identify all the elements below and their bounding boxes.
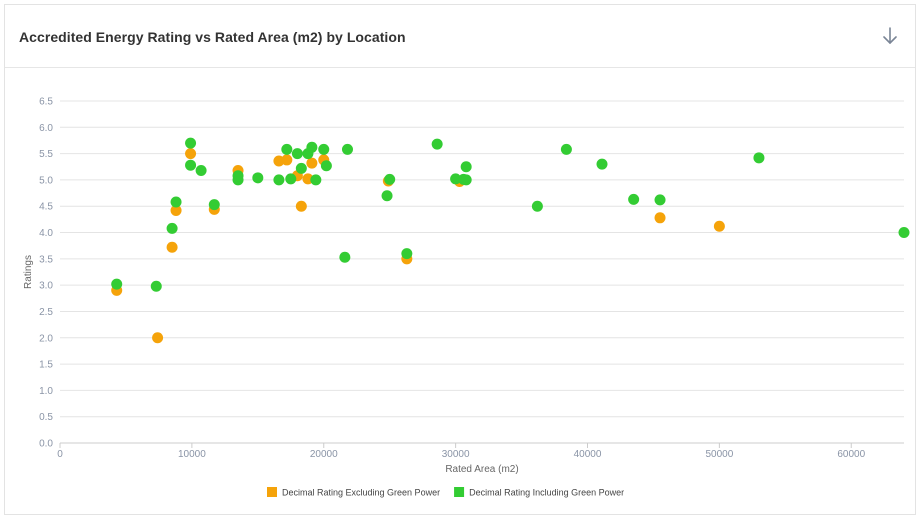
- legend-item-1: Decimal Rating Excluding Green Power: [267, 487, 440, 498]
- data-point: [166, 241, 178, 253]
- data-point: [285, 173, 297, 185]
- y-tick-label: 3.0: [39, 281, 53, 292]
- legend: Decimal Rating Excluding Green Power Deci…: [267, 487, 624, 498]
- data-point: [306, 141, 318, 153]
- data-point: [531, 200, 543, 212]
- legend-swatch: [267, 487, 277, 497]
- grid-lines: [59, 100, 904, 448]
- x-axis-ticks: 0 10000 20000 30000 40000 50000 60000: [57, 449, 865, 460]
- data-point: [295, 162, 307, 174]
- data-point: [753, 152, 765, 164]
- data-point: [273, 174, 285, 186]
- data-point: [401, 248, 413, 260]
- y-tick-label: 5.0: [39, 175, 53, 186]
- data-point: [166, 222, 178, 234]
- x-tick-label: 10000: [178, 449, 206, 460]
- y-tick-label: 0.5: [39, 412, 53, 423]
- x-tick-label: 20000: [310, 449, 338, 460]
- y-tick-label: 1.0: [39, 386, 53, 397]
- data-point: [170, 196, 182, 208]
- data-point: [431, 138, 443, 150]
- x-tick-label: 30000: [442, 449, 470, 460]
- card-header: Accredited Energy Rating vs Rated Area (…: [5, 5, 915, 68]
- chart-title: Accredited Energy Rating vs Rated Area (…: [19, 29, 406, 45]
- data-point: [306, 157, 318, 169]
- data-point: [185, 148, 197, 160]
- data-point: [341, 143, 353, 155]
- y-axis-ticks: 0.0 0.5 1.0 1.5 2.0 2.5 3.0 3.5 4.0 4.5 5.0 5.5 6.0 6…: [39, 97, 53, 450]
- y-tick-label: 1.5: [39, 360, 53, 371]
- data-point: [150, 280, 162, 292]
- data-point: [381, 190, 393, 202]
- y-tick-label: 5.5: [39, 149, 53, 160]
- data-point: [295, 200, 307, 212]
- y-tick-label: 3.5: [39, 254, 53, 265]
- data-point: [170, 204, 182, 216]
- data-point: [654, 194, 666, 206]
- legend-swatch: [454, 487, 465, 497]
- y-tick-label: 6.5: [39, 97, 53, 108]
- data-point: [152, 332, 164, 344]
- x-tick-label: 60000: [837, 449, 865, 460]
- legend-item-2: Decimal Rating Including Green Power: [454, 487, 624, 498]
- data-point: [596, 158, 608, 170]
- y-tick-label: 4.5: [39, 202, 53, 213]
- data-point: [560, 143, 572, 155]
- data-point: [898, 227, 910, 239]
- data-point: [384, 173, 396, 185]
- data-point: [713, 220, 725, 232]
- data-point: [195, 164, 207, 176]
- data-point: [320, 160, 332, 172]
- x-tick-label: 40000: [574, 449, 602, 460]
- data-point: [339, 251, 351, 263]
- data-point: [654, 212, 666, 224]
- data-point: [450, 173, 462, 185]
- data-point: [310, 174, 322, 186]
- x-axis-label: Rated Area (m2): [445, 464, 518, 475]
- data-point: [185, 137, 197, 149]
- y-tick-label: 4.0: [39, 228, 53, 239]
- x-tick-label: 50000: [705, 449, 733, 460]
- data-point: [318, 143, 330, 155]
- y-tick-label: 0.0: [39, 439, 53, 450]
- data-point: [252, 172, 264, 184]
- series-2: [111, 137, 910, 292]
- chart-card: Accredited Energy Rating vs Rated Area (…: [4, 4, 916, 515]
- legend-label: Decimal Rating Including Green Power: [469, 488, 624, 498]
- data-point: [628, 193, 640, 205]
- data-points: [111, 137, 910, 344]
- arrow-down-icon: [883, 27, 897, 44]
- download-button[interactable]: [879, 25, 901, 47]
- y-tick-label: 6.0: [39, 123, 53, 134]
- legend-label: Decimal Rating Excluding Green Power: [282, 488, 440, 498]
- data-point: [281, 154, 293, 166]
- data-point: [460, 161, 472, 173]
- data-point: [185, 159, 197, 171]
- data-point: [232, 170, 244, 182]
- series-1: [111, 148, 725, 344]
- y-axis-label: Ratings: [23, 255, 34, 289]
- data-point: [111, 278, 123, 290]
- y-tick-label: 2.0: [39, 333, 53, 344]
- data-point: [291, 148, 303, 160]
- data-point: [460, 174, 472, 186]
- x-tick-label: 0: [57, 449, 63, 460]
- data-point: [208, 199, 220, 211]
- y-tick-label: 2.5: [39, 307, 53, 318]
- data-point: [281, 143, 293, 155]
